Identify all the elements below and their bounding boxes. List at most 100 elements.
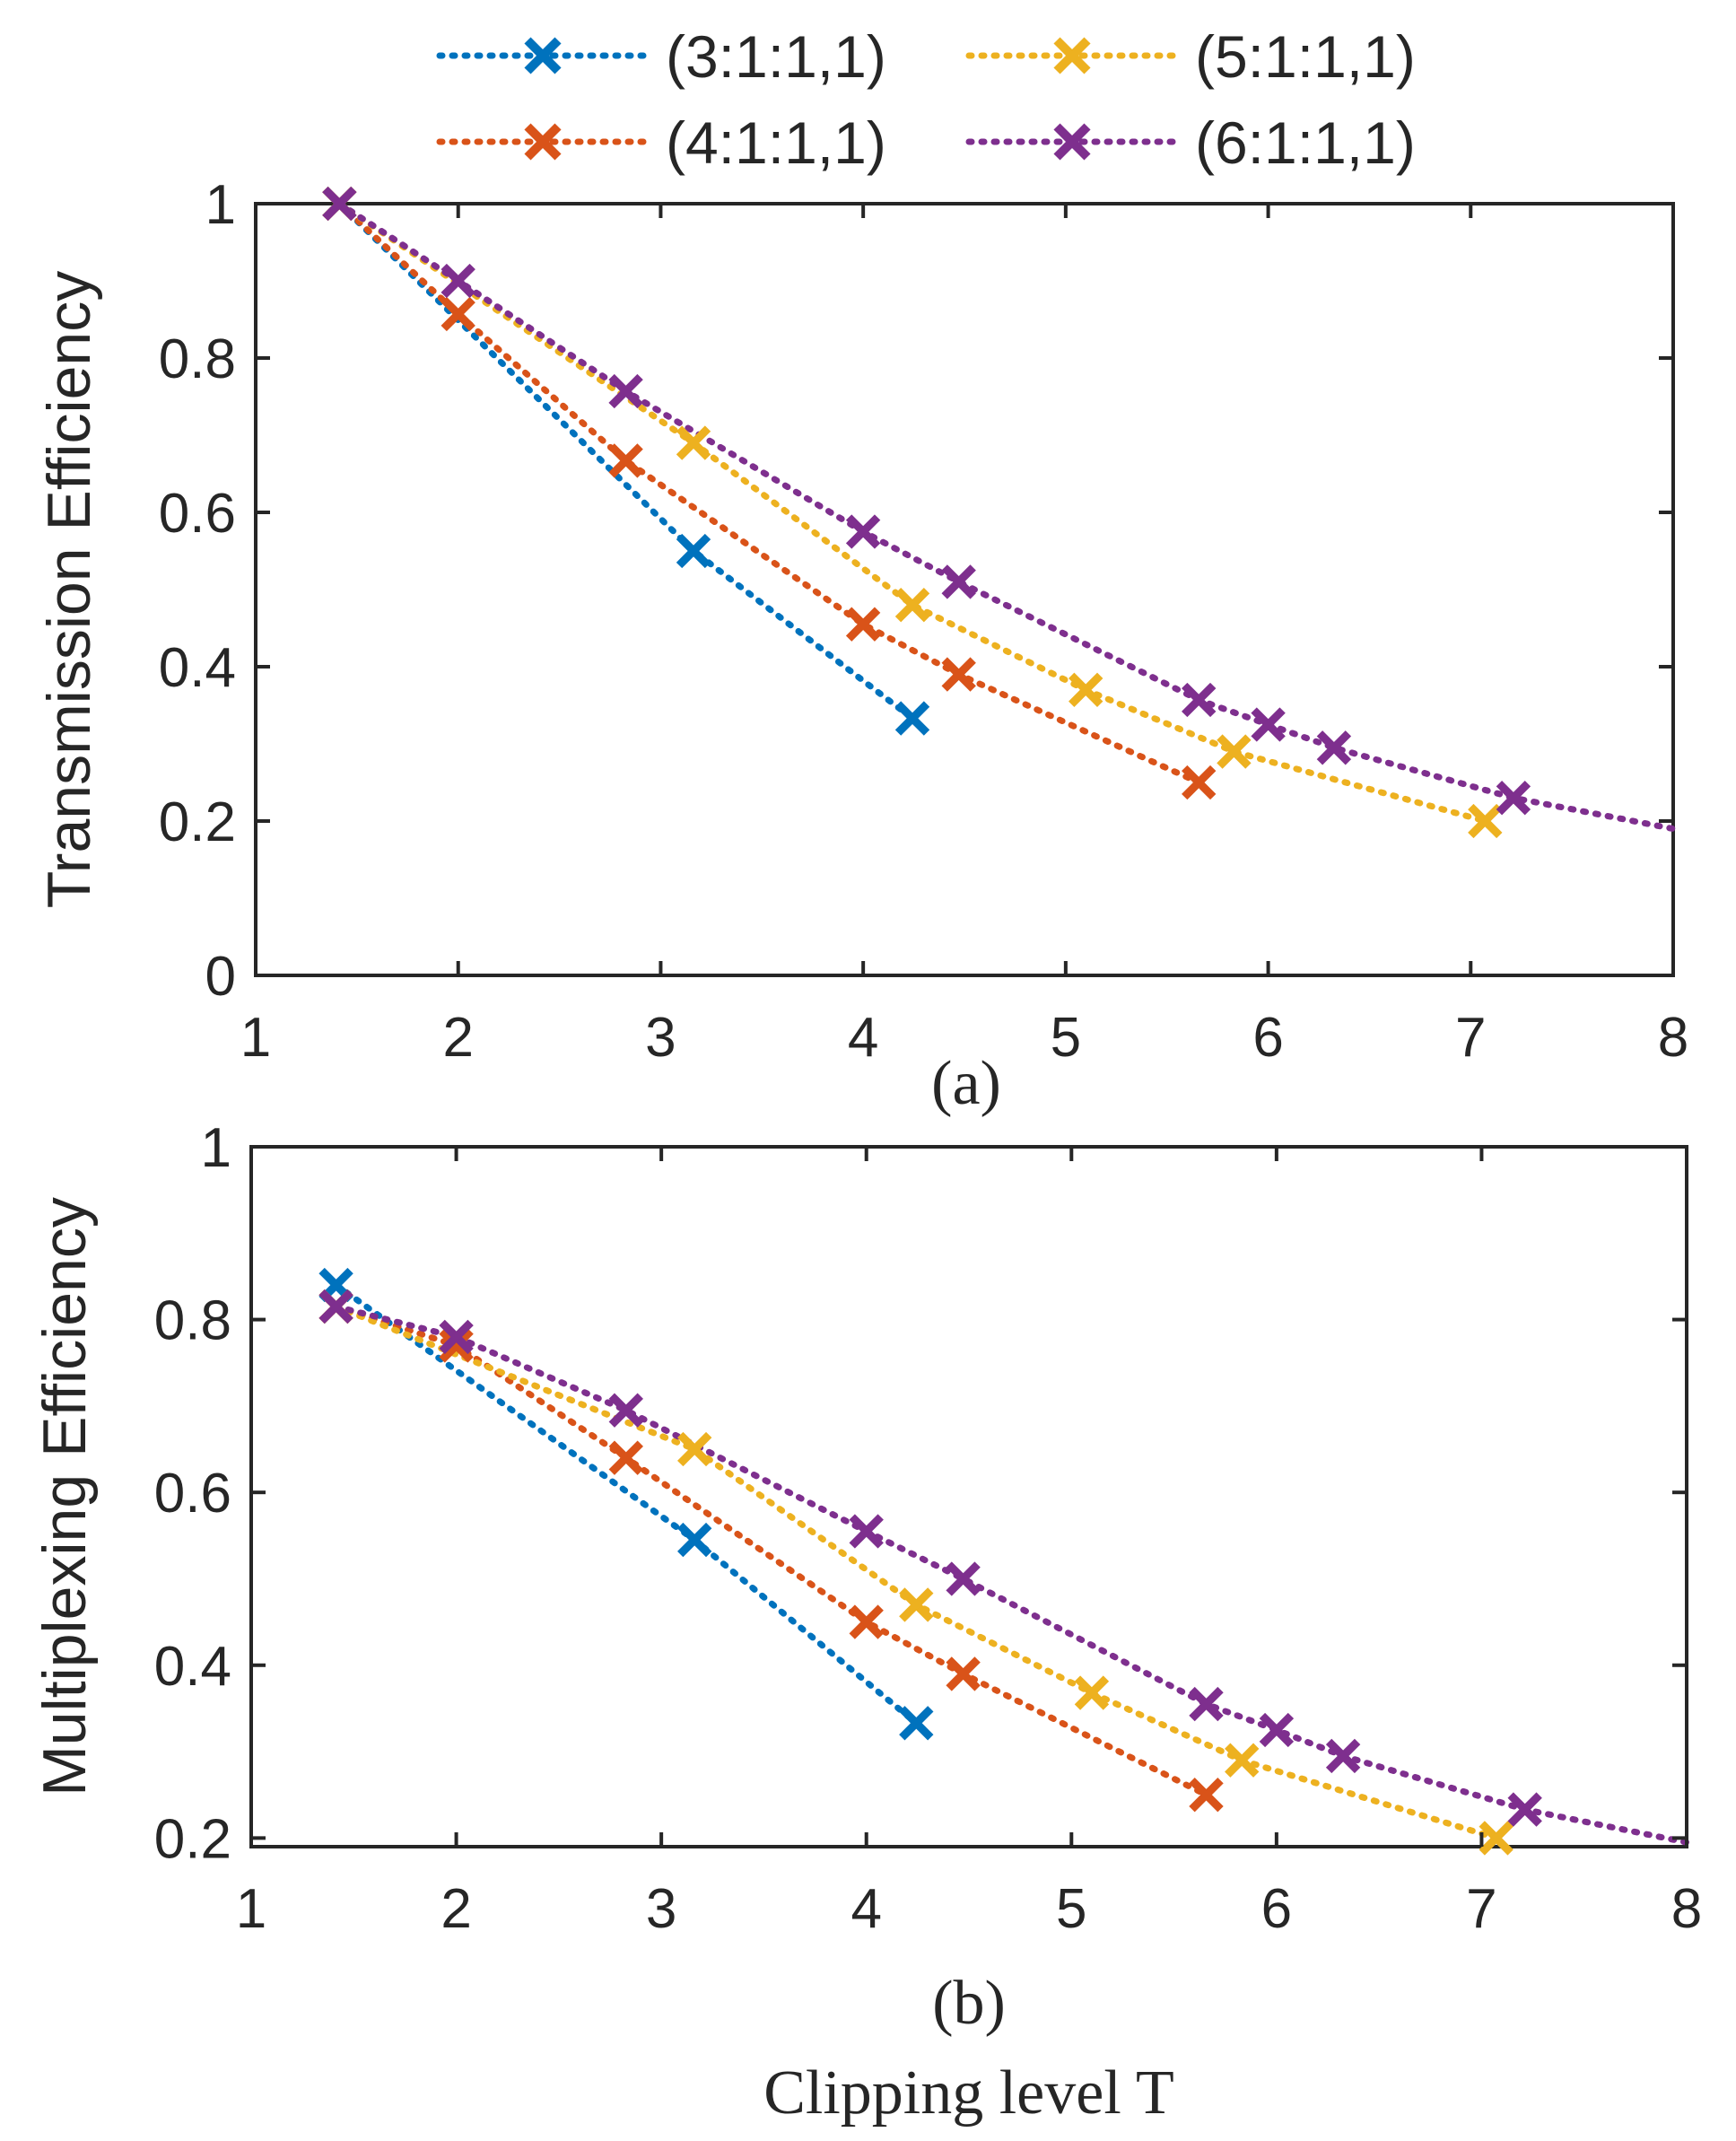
legend-label-3-1-1-1: (3:1:1,1) xyxy=(666,23,886,90)
legend: (3:1:1,1) (5:1:1,1) (4:1:1,1) (6:1:1,1) xyxy=(436,23,1416,176)
panel-a-marker-s1-p3 xyxy=(845,607,881,642)
panel-b-xtick-label-2: 3 xyxy=(646,1878,676,1940)
panel-b-ylabel: Multiplexing Efficiency xyxy=(31,1197,99,1796)
panel-a-transmission-efficiency: 1 2 3 4 5 6 7 8 0 0.2 0.4 0.6 0.8 1 Transmission Effi… xyxy=(35,174,1688,1118)
panel-b-ytick-label-2: 0.6 xyxy=(154,1463,231,1525)
panel-a-axes-box xyxy=(254,202,1675,977)
panel-b-series xyxy=(318,1267,1690,1856)
panel-a-series-line-3 xyxy=(336,200,1677,833)
panel-a-marker-s1-p5 xyxy=(1182,765,1217,800)
panel-a-xtick-label-2: 3 xyxy=(645,1007,676,1069)
panel-b-marker-s1-p5 xyxy=(1189,1778,1224,1813)
panel-a-marker-s3-p0 xyxy=(322,186,357,222)
panel-a-marker-s3-p1 xyxy=(441,263,475,299)
panel-a-marker-s2-p4 xyxy=(1217,734,1252,769)
panel-b-marker-s1-p2 xyxy=(608,1440,643,1475)
panel-b-marker-s1-p4 xyxy=(946,1656,981,1691)
panel-b-ytick-label-1: 0.4 xyxy=(154,1636,231,1698)
panel-a-ytick-label-1: 0.2 xyxy=(159,791,236,853)
panel-b-marker-s2-p4 xyxy=(1225,1743,1260,1778)
panel-a-ytick-label-4: 0.8 xyxy=(159,328,236,390)
panel-b-series-line-0 xyxy=(333,1281,920,1726)
legend-entry-6-1-1-1: (6:1:1,1) xyxy=(965,109,1416,176)
panel-a-marker-s1-p2 xyxy=(608,443,643,478)
panel-b-marker-s3-p6 xyxy=(1259,1712,1295,1748)
panel-b-marker-s0-p2 xyxy=(899,1706,934,1741)
legend-label-4-1-1-1: (4:1:1,1) xyxy=(666,109,886,176)
legend-marker-3-1-1-1 xyxy=(524,37,562,74)
panel-a-series-line-2 xyxy=(336,200,1488,825)
panel-a-marker-s3-p5 xyxy=(1182,682,1217,718)
panel-a-xtick-label-5: 6 xyxy=(1252,1007,1283,1069)
panel-b-marker-s1-p1 xyxy=(439,1328,474,1363)
panel-b-marker-s2-p3 xyxy=(1074,1675,1110,1710)
panel-b-xtick-label-6: 7 xyxy=(1466,1878,1496,1940)
panel-b-xlabel: Clipping level T xyxy=(763,2058,1174,2128)
panel-b-label: (b) xyxy=(932,1969,1006,2038)
panel-b-series-line-2 xyxy=(333,1303,1500,1841)
panel-b-marker-s0-p1 xyxy=(677,1522,712,1558)
panel-a-series xyxy=(322,186,1677,839)
panel-a-label: (a) xyxy=(931,1049,1001,1118)
panel-a-xtick-label-4: 5 xyxy=(1051,1007,1081,1069)
panel-a-marker-s2-p5 xyxy=(1468,803,1503,839)
legend-marker-6-1-1-1 xyxy=(1053,123,1091,161)
panel-a-xtick-label-6: 7 xyxy=(1455,1007,1486,1069)
panel-a-ytick-label-5: 1 xyxy=(205,174,236,236)
legend-marker-5-1-1-1 xyxy=(1053,37,1091,74)
panel-a-series-line-1 xyxy=(336,200,1202,786)
panel-b-marker-s3-p2 xyxy=(608,1393,643,1428)
panel-a-marker-s1-p4 xyxy=(941,657,976,692)
panel-a-marker-s0-p2 xyxy=(894,701,930,736)
panel-a-xtick-label-3: 4 xyxy=(848,1007,878,1069)
panel-a-marker-s3-p2 xyxy=(608,373,643,409)
panel-b-marker-s3-p0 xyxy=(318,1289,353,1324)
panel-b-multiplexing-efficiency: 1 2 3 4 5 6 7 8 0.2 0.4 0.6 0.8 1 Multiplexing Effic… xyxy=(31,1117,1702,2128)
legend-label-5-1-1-1: (5:1:1,1) xyxy=(1195,23,1416,90)
panel-b-marker-s3-p4 xyxy=(946,1561,981,1596)
panel-a-xtick-label-1: 2 xyxy=(442,1007,473,1069)
panel-a-marker-s3-p3 xyxy=(845,514,881,549)
panel-a-marker-s0-p1 xyxy=(676,533,711,569)
panel-b-xtick-label-0: 1 xyxy=(236,1878,266,1940)
panel-b-xtick-label-5: 6 xyxy=(1261,1878,1292,1940)
panel-b-series-line-1 xyxy=(333,1303,1209,1798)
panel-b-xtick-label-1: 2 xyxy=(441,1878,471,1940)
panel-a-marker-s3-p7 xyxy=(1316,730,1352,765)
panel-b-marker-s1-p3 xyxy=(849,1604,884,1639)
panel-b-marker-s3-p7 xyxy=(1325,1738,1361,1774)
panel-a-marker-s3-p8 xyxy=(1496,781,1531,816)
panel-a-ytick-label-0: 0 xyxy=(205,946,236,1008)
panel-b-axes-box xyxy=(249,1145,1688,1848)
panel-b-marker-s3-p8 xyxy=(1507,1792,1542,1827)
panel-a-ticks: 1 2 3 4 5 6 7 8 0 0.2 0.4 0.6 0.8 1 xyxy=(159,174,1688,1069)
panel-b-marker-s3-p3 xyxy=(849,1514,884,1549)
panel-b-xtick-label-4: 5 xyxy=(1056,1878,1086,1940)
panel-a-marker-s2-p1 xyxy=(676,425,711,460)
panel-a-marker-s1-p1 xyxy=(441,296,475,332)
panel-b-ytick-label-0: 0.2 xyxy=(154,1808,231,1870)
panel-b-xtick-label-7: 8 xyxy=(1671,1878,1702,1940)
panel-b-xtick-label-3: 4 xyxy=(851,1878,881,1940)
panel-a-xtick-label-7: 8 xyxy=(1658,1007,1688,1069)
legend-entry-4-1-1-1: (4:1:1,1) xyxy=(436,109,886,176)
panel-a-xtick-label-0: 1 xyxy=(240,1007,271,1069)
panel-b-marker-s2-p1 xyxy=(677,1431,712,1467)
legend-label-6-1-1-1: (6:1:1,1) xyxy=(1195,109,1416,176)
panel-b-ytick-label-3: 0.8 xyxy=(154,1290,231,1352)
panel-b-marker-s2-p2 xyxy=(899,1587,934,1622)
panel-a-ytick-label-3: 0.6 xyxy=(159,483,236,545)
panel-a-marker-s2-p2 xyxy=(894,588,930,623)
panel-a-marker-s2-p3 xyxy=(1069,672,1104,707)
panel-a-ytick-label-2: 0.4 xyxy=(159,637,236,699)
panel-a-ylabel: Transmission Efficiency xyxy=(35,271,103,908)
panel-b-ytick-label-4: 1 xyxy=(201,1117,231,1179)
panel-b-marker-s3-p5 xyxy=(1189,1686,1224,1722)
panel-b-series-line-3 xyxy=(333,1303,1690,1846)
panel-a-marker-s3-p6 xyxy=(1251,707,1286,742)
panel-b-ticks: 1 2 3 4 5 6 7 8 0.2 0.4 0.6 0.8 1 xyxy=(154,1117,1702,1940)
panel-b-marker-s3-p1 xyxy=(439,1319,474,1355)
legend-entry-5-1-1-1: (5:1:1,1) xyxy=(965,23,1416,90)
panel-b-marker-s2-p5 xyxy=(1479,1821,1514,1856)
